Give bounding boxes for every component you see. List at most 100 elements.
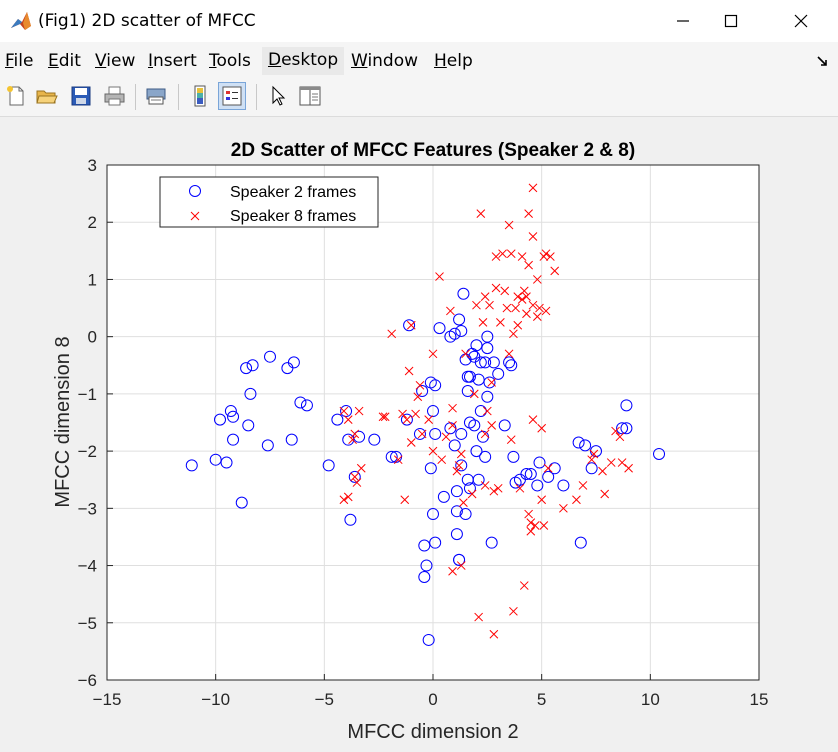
y-axis-label: MFCC dimension 8 — [52, 336, 74, 507]
property-editor-button[interactable] — [296, 82, 324, 110]
point-speaker2 — [413, 427, 426, 440]
minimize-button[interactable] — [652, 0, 714, 42]
insert-legend-button[interactable] — [218, 82, 246, 110]
point-speaker8 — [424, 415, 434, 424]
menu-tools[interactable]: Tools — [209, 51, 251, 71]
point-speaker8 — [350, 472, 360, 482]
point-speaker2 — [261, 439, 274, 452]
point-speaker2 — [294, 396, 307, 409]
point-speaker8 — [478, 318, 488, 327]
edit-plot-button[interactable] — [264, 82, 292, 110]
menu-edit[interactable]: Edit — [48, 51, 81, 71]
close-icon — [794, 14, 808, 28]
point-speaker2 — [533, 456, 546, 469]
point-speaker2 — [572, 436, 585, 449]
point-speaker2 — [498, 419, 511, 432]
point-speaker8 — [532, 275, 542, 284]
point-speaker8 — [387, 329, 397, 339]
point-speaker2 — [505, 359, 518, 372]
point-speaker2 — [353, 430, 366, 443]
point-speaker8 — [559, 503, 568, 513]
x-axis-label: MFCC dimension 2 — [347, 721, 518, 743]
point-speaker2 — [487, 356, 500, 369]
menu-desktop[interactable]: Desktop — [262, 47, 345, 75]
menu-insert[interactable]: Insert — [148, 51, 197, 71]
point-speaker2 — [481, 390, 494, 403]
point-speaker8 — [480, 292, 490, 301]
y-tick-label: 2 — [88, 213, 97, 232]
point-speaker2 — [240, 362, 253, 375]
menu-file[interactable]: File — [5, 51, 34, 71]
point-speaker2 — [227, 433, 240, 446]
toolbar-separator — [256, 84, 257, 110]
x-tick-label: 10 — [641, 690, 660, 709]
x-tick-label: 15 — [750, 690, 769, 709]
print-preview-button[interactable] — [142, 82, 170, 110]
point-speaker2 — [220, 456, 233, 469]
y-tick-label: −4 — [78, 557, 97, 576]
point-speaker2 — [344, 513, 357, 526]
x-tick-label: −5 — [315, 690, 334, 709]
save-button[interactable] — [67, 82, 95, 110]
point-speaker8 — [517, 295, 527, 304]
point-speaker8 — [526, 518, 536, 527]
point-speaker8 — [498, 249, 507, 259]
point-speaker2 — [503, 356, 516, 369]
point-speaker8 — [402, 415, 412, 424]
y-tick-label: −2 — [78, 442, 97, 461]
menu-window[interactable]: Window — [351, 51, 419, 71]
menu-view[interactable]: View — [95, 51, 136, 71]
close-button[interactable] — [770, 0, 832, 42]
point-speaker2 — [472, 373, 485, 386]
window-titlebar: (Fig1) 2D scatter of MFCC — [0, 0, 838, 42]
legend[interactable]: Speaker 2 frames Speaker 8 frames — [159, 176, 379, 228]
point-speaker8 — [504, 349, 514, 359]
open-folder-icon — [36, 90, 58, 104]
point-speaker2 — [209, 453, 222, 466]
point-speaker8 — [541, 306, 551, 316]
point-speaker2 — [463, 370, 476, 383]
point-speaker8 — [441, 432, 451, 442]
menu-help[interactable]: Help — [434, 51, 473, 71]
maximize-button[interactable] — [700, 0, 762, 42]
point-speaker8 — [511, 303, 520, 313]
point-speaker8 — [528, 415, 538, 424]
menu-bar: File Edit View Insert Tools Desktop Wind… — [0, 42, 838, 78]
point-speaker8 — [467, 489, 477, 499]
point-speaker8 — [339, 406, 349, 416]
point-speaker8 — [528, 232, 538, 241]
point-speaker8 — [543, 463, 553, 473]
point-speaker8 — [456, 449, 466, 459]
point-speaker2 — [385, 450, 398, 463]
point-speaker8 — [482, 406, 492, 416]
point-speaker8 — [404, 366, 414, 376]
point-speaker8 — [343, 415, 353, 424]
point-speaker2 — [492, 367, 505, 380]
new-figure-button[interactable] — [2, 82, 30, 110]
y-tick-label: −1 — [78, 385, 97, 404]
point-speaker8 — [487, 421, 497, 430]
point-speaker2 — [235, 496, 248, 509]
point-speaker8 — [526, 526, 536, 536]
point-speaker8 — [572, 495, 581, 505]
point-speaker8 — [354, 406, 364, 416]
point-speaker2 — [616, 422, 629, 435]
maximize-icon — [724, 14, 738, 28]
point-speaker8 — [515, 483, 525, 493]
print-button[interactable] — [101, 82, 129, 110]
insert-colorbar-button[interactable] — [186, 82, 214, 110]
point-speaker2 — [548, 462, 561, 475]
point-speaker8 — [539, 521, 549, 530]
point-speaker8 — [528, 183, 538, 193]
point-speaker8 — [606, 458, 616, 467]
point-speaker8 — [476, 209, 486, 218]
point-speaker2 — [585, 462, 598, 475]
point-speaker8 — [356, 463, 366, 473]
point-speaker8 — [524, 509, 533, 519]
point-speaker8 — [519, 581, 529, 590]
point-speaker8 — [535, 303, 544, 313]
open-file-button[interactable] — [33, 82, 61, 110]
dock-arrow-icon[interactable] — [816, 55, 830, 67]
point-speaker2 — [424, 462, 437, 475]
